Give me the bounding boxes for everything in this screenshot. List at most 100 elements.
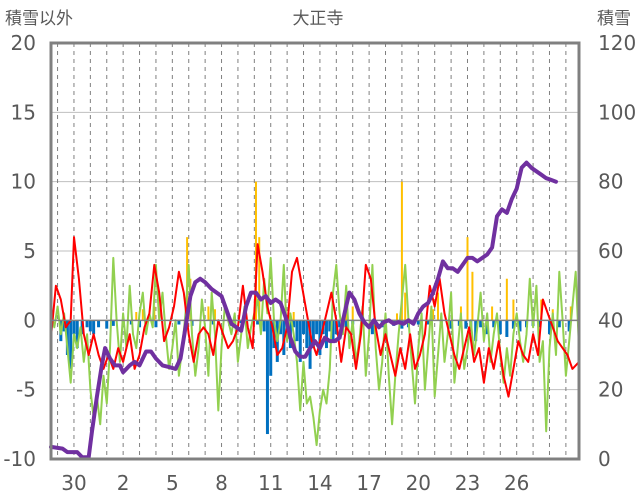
x-tick-label: 2 <box>117 471 130 495</box>
precip-bar <box>567 320 571 332</box>
x-tick-label: 14 <box>307 471 332 495</box>
x-tick-label: 26 <box>504 471 529 495</box>
precip-bar <box>138 320 142 328</box>
precip-bar <box>344 320 348 328</box>
x-tick-label: 5 <box>166 471 179 495</box>
sunshine-bar <box>512 299 515 321</box>
precip-bar <box>511 320 515 329</box>
precip-bar <box>92 320 96 335</box>
precip-bar <box>492 320 496 328</box>
precip-bar <box>328 320 332 332</box>
x-tick-label: 20 <box>406 471 431 495</box>
sunshine-bar <box>141 309 144 321</box>
precip-bar <box>69 320 73 369</box>
sunshine-bar <box>466 237 469 321</box>
left-tick-label: 0 <box>23 308 36 332</box>
x-tick-label: 17 <box>356 471 381 495</box>
left-tick-label: -5 <box>16 378 36 402</box>
precip-bar <box>262 320 266 332</box>
precip-bar <box>265 320 269 435</box>
right-tick-label: 120 <box>598 31 636 55</box>
sunshine-bar <box>404 292 407 321</box>
precip-bar <box>85 320 89 328</box>
precip-bar <box>338 320 342 328</box>
right-tick-label: 20 <box>598 378 623 402</box>
precip-bar <box>538 320 542 328</box>
precip-bar <box>295 320 299 342</box>
sunshine-bar <box>292 312 295 321</box>
precip-bar <box>154 320 158 328</box>
precip-bar <box>479 320 483 328</box>
left-tick-label: 10 <box>11 170 36 194</box>
precip-bar <box>302 320 306 335</box>
precip-bar <box>547 320 551 335</box>
sunshine-bar <box>135 312 138 321</box>
right-tick-label: 40 <box>598 308 623 332</box>
right-axis-label: 積雪 <box>597 9 631 29</box>
sunshine-bar <box>395 313 398 321</box>
temperature-line <box>50 236 580 398</box>
left-axis-label: 積雪以外 <box>5 9 73 29</box>
gridlines <box>51 42 579 460</box>
sunshine-bar <box>432 309 435 321</box>
right-tick-label: 0 <box>598 447 611 471</box>
precip-bar <box>449 320 453 329</box>
left-tick-label: 5 <box>23 239 36 263</box>
precip-bar <box>279 320 283 335</box>
tick-labels: -10 -5 0 5 10 15 20 0 20 40 60 80 100 120 30 2 5 8 11 14 17 2… <box>3 31 636 495</box>
x-tick-label: 23 <box>455 471 480 495</box>
x-tick-label: 8 <box>215 471 228 495</box>
precip-bar <box>177 320 181 325</box>
sunshine-bar <box>436 292 439 321</box>
precip-bar <box>324 320 328 349</box>
precip-bar <box>331 320 335 342</box>
right-tick-label: 60 <box>598 239 623 263</box>
right-tick-label: 100 <box>598 100 636 124</box>
precip-bar <box>505 320 509 337</box>
sunshine-bar <box>258 237 261 321</box>
precip-bar <box>88 320 92 332</box>
precip-bar <box>557 320 561 328</box>
precip-bar <box>269 320 273 376</box>
chart-title: 大正寺 <box>293 9 344 29</box>
snow-depth-line <box>49 160 558 460</box>
precip-bar <box>464 320 468 329</box>
precip-bar <box>97 320 101 328</box>
precip-bar <box>256 320 260 325</box>
left-tick-label: 15 <box>11 100 36 124</box>
precip-bar <box>292 320 296 328</box>
precip-bar <box>305 320 309 349</box>
precip-bar <box>72 320 76 335</box>
right-tick-label: 80 <box>598 170 623 194</box>
precip-bar <box>474 320 478 342</box>
sunshine-bar <box>471 271 474 321</box>
sunshine-bar <box>213 309 216 321</box>
plot-frame <box>49 41 581 461</box>
precip-bar <box>75 320 79 349</box>
left-tick-label: -10 <box>3 447 36 471</box>
precip-bar <box>518 320 522 332</box>
series <box>49 160 580 460</box>
precip-bar <box>80 320 84 335</box>
precip-bar <box>105 320 109 329</box>
precip-bar <box>498 320 502 335</box>
sunshine-bar <box>207 306 210 321</box>
sunshine-bar <box>351 306 354 321</box>
precip-bar <box>311 320 315 349</box>
precip-bar <box>62 320 66 332</box>
sunshine-bar <box>491 306 494 321</box>
left-tick-label: 20 <box>11 31 36 55</box>
precip-bar <box>111 320 115 326</box>
sunshine-bar <box>400 181 403 321</box>
precip-bar <box>370 320 374 335</box>
precip-bar <box>308 320 312 369</box>
precip-bar <box>416 320 420 325</box>
precip-bar <box>315 320 319 335</box>
x-tick-label: 11 <box>258 471 283 495</box>
precip-bar <box>426 320 430 325</box>
precip-bar <box>298 320 302 362</box>
sunshine-bar <box>254 181 257 321</box>
sunshine-bar <box>505 278 508 321</box>
x-tick-label: 30 <box>61 471 86 495</box>
